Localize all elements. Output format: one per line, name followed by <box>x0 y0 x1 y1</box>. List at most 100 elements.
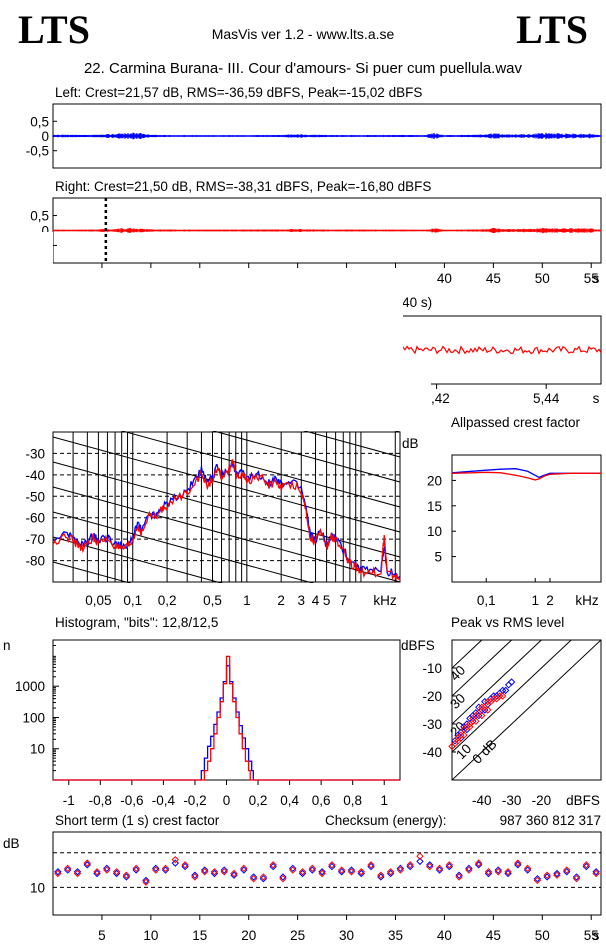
point-left <box>501 686 510 695</box>
crest-point-right <box>279 874 287 883</box>
crest-point-right <box>347 868 356 876</box>
crest-point-left <box>279 873 287 881</box>
crest-point-left <box>553 869 561 878</box>
x-unit-label: kHz <box>373 593 396 608</box>
spectrum-series-left <box>52 460 401 579</box>
x-tick-label: 40 <box>437 928 452 943</box>
x-tick-label: 30 <box>339 928 354 943</box>
y-tick-label: 10 <box>30 880 45 895</box>
x-tick-label: 0,6 <box>312 793 331 808</box>
crest-point-right <box>161 864 170 873</box>
y-tick-label: 10 <box>427 524 442 539</box>
crest-point-right <box>523 864 532 873</box>
crest-point-right <box>152 866 160 874</box>
point-right <box>454 737 462 745</box>
y-tick-label: -10 <box>422 661 442 676</box>
crest-series-left <box>451 468 601 479</box>
plot-frame <box>52 431 401 583</box>
y-tick-label: 0 <box>41 224 49 239</box>
y-tick-label: 0 <box>41 129 49 144</box>
y-tick-label: -60 <box>25 511 45 526</box>
point-right <box>484 706 492 714</box>
crest-point-right <box>592 869 600 878</box>
crest-point-left <box>592 868 600 876</box>
x-tick-label: -20 <box>532 793 552 808</box>
crest-point-right <box>474 859 483 867</box>
crest-point-right <box>426 862 434 871</box>
point-right <box>466 720 474 728</box>
crest-point-right <box>367 861 375 869</box>
x-tick-label: 0,05 <box>85 593 111 608</box>
x-tick-label: 2 <box>277 593 285 608</box>
diagonal-label: 0 dB <box>469 736 499 766</box>
crest-series-right <box>451 471 601 481</box>
x-tick-label: 5 <box>98 928 106 943</box>
crest-point-right <box>514 859 522 867</box>
mask <box>401 372 431 592</box>
logo-left: LTS <box>18 7 90 52</box>
crest-point-right <box>337 866 346 874</box>
x-tick-label: 0,2 <box>158 593 177 608</box>
y-tick-label: -50 <box>25 489 45 504</box>
checksum-value: 987 360 812 317 <box>500 813 601 828</box>
crest-point-right <box>210 868 219 876</box>
crest-point-right <box>122 871 131 879</box>
x-tick-label: 20 <box>241 928 256 943</box>
crest-point-right <box>200 868 209 876</box>
panel-title: Right: Crest=21,50 dB, RMS=-38,31 dBFS, … <box>55 179 431 194</box>
point-right <box>472 717 480 725</box>
crest-point-right <box>582 861 591 869</box>
mask <box>53 272 403 431</box>
x-tick-label: 5,44 <box>533 391 560 406</box>
y-axis-label: dB <box>402 436 419 451</box>
crest-point-right <box>103 866 111 874</box>
plot-frame <box>451 639 602 781</box>
x-axis-label: dBFS <box>566 793 600 808</box>
diagonal-label: 40 <box>447 663 468 684</box>
point-right <box>460 731 468 739</box>
x-tick-label: 2 <box>546 593 554 608</box>
crest-point-right <box>533 876 542 885</box>
y-tick-label: 10 <box>30 742 45 757</box>
mask <box>53 583 403 743</box>
crest-point-right <box>494 868 502 876</box>
x-tick-label: 4 <box>312 593 320 608</box>
crest-point-right <box>435 864 444 873</box>
crest-point-right <box>230 869 238 878</box>
panel-title: Allpassed crest factor <box>451 415 581 430</box>
crest-point-right <box>240 864 248 873</box>
crest-point-right <box>249 874 258 883</box>
point-right <box>478 703 486 711</box>
crest-point-left <box>103 864 111 873</box>
y-tick-label: -30 <box>25 446 45 461</box>
crest-diagonal <box>452 640 572 753</box>
crest-diagonal <box>452 640 543 725</box>
diagonal-group <box>452 640 601 780</box>
crest-point-right <box>572 874 581 883</box>
spectrum-slope-line <box>52 436 401 533</box>
x-tick-label: 0,5 <box>203 593 222 608</box>
x-tick-label: 55 <box>584 928 599 943</box>
x-tick-label: 0,1 <box>123 593 142 608</box>
crest-point-right <box>357 868 365 876</box>
crest-point-right <box>298 868 307 876</box>
crest-point-left <box>416 857 424 866</box>
crest-point-left <box>455 871 463 879</box>
crest-point-right <box>259 873 268 881</box>
y-tick-label: -30 <box>422 717 442 732</box>
crest-point-left <box>347 866 356 874</box>
crest-point-right <box>171 855 180 864</box>
point-right <box>466 723 474 731</box>
crest-point-right <box>73 869 82 878</box>
crest-point-left <box>494 866 502 874</box>
y-tick-label: 100 <box>22 710 45 725</box>
crest-point-right <box>406 861 414 869</box>
point-right <box>490 695 498 703</box>
x-tick-label: 1 <box>243 593 251 608</box>
x-tick-label: 55 <box>584 271 599 286</box>
crest-point-left <box>533 874 542 883</box>
crest-point-right <box>318 869 326 878</box>
histogram-series-right <box>53 655 400 781</box>
crest-point-left <box>191 871 199 879</box>
crest-point-left <box>249 873 258 881</box>
